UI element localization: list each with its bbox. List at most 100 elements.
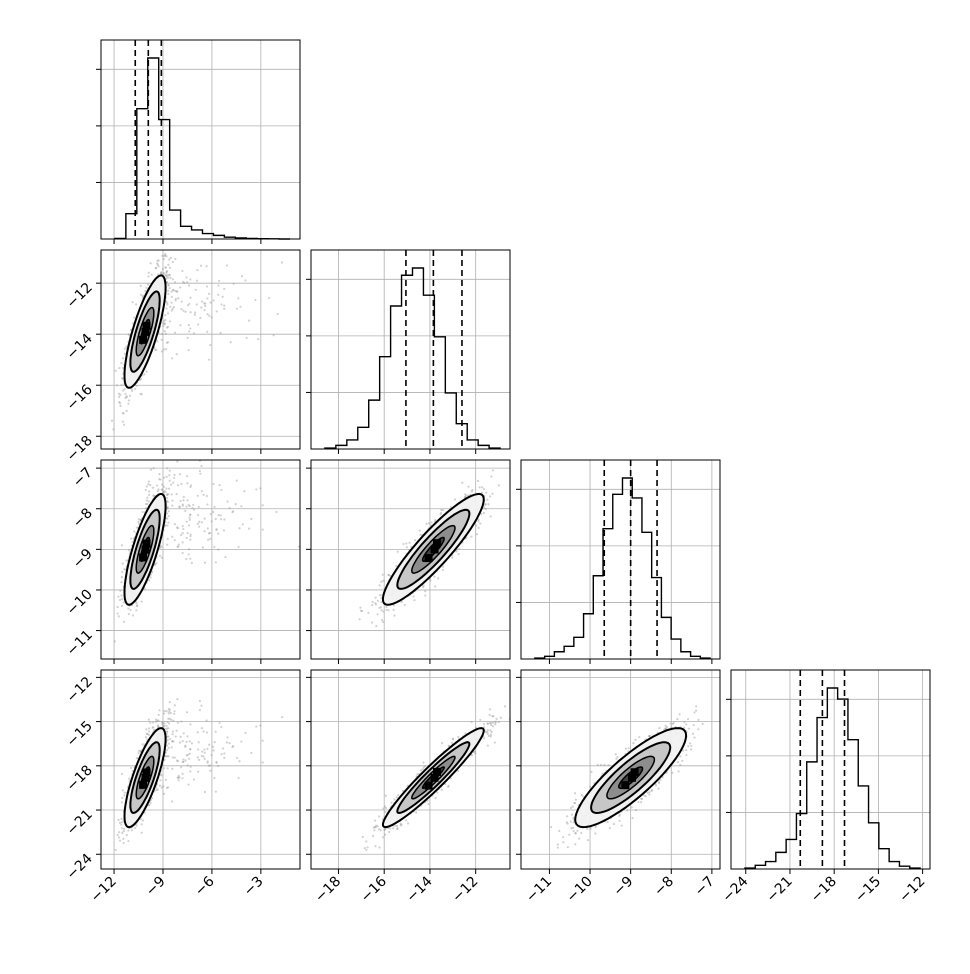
scatter-point [156,484,158,486]
scatter-point [218,514,220,516]
scatter-point [159,555,161,557]
scatter-point [117,596,119,598]
scatter-point [116,612,118,614]
scatter-point [518,460,520,462]
scatter-point [189,327,191,329]
scatter-point [207,527,209,529]
scatter-point [197,523,199,525]
scatter-point [158,473,160,475]
scatter-point [121,821,123,823]
scatter-point [433,576,435,578]
scatter-point [169,277,171,279]
density-core-cell [425,554,433,562]
scatter-point [197,731,199,733]
scatter-point [194,311,196,313]
y-tick-label: −9 [70,546,96,572]
scatter-point [303,263,305,265]
scatter-point [454,498,456,500]
scatter-point [156,262,158,264]
scatter-point [130,537,132,539]
scatter-point [477,520,479,522]
scatter-point [161,484,163,486]
y-tick-label: −18 [64,433,96,465]
scatter-point [126,396,128,398]
scatter-point [182,499,184,501]
density-core-cell [142,328,150,336]
scatter-point [127,607,129,609]
scatter-point [359,618,361,620]
scatter-point [250,518,252,520]
scatter-point [189,740,191,742]
scatter-point [216,310,218,312]
histogram-panel-3 [516,460,720,664]
scatter-point [148,730,150,732]
scatter-point [117,819,119,821]
scatter-point [165,348,167,350]
scatter-point [186,499,188,501]
scatter-point [477,480,479,482]
scatter-point [124,393,126,395]
scatter-point [379,594,381,596]
scatter-point [166,476,168,478]
scatter-point [121,797,123,799]
scatter-point [204,309,206,311]
scatter-point [176,460,178,462]
scatter-point [128,549,130,551]
scatter-point [182,541,184,543]
scatter-point [163,323,165,325]
scatter-point [146,733,148,735]
scatter-point [405,542,407,544]
scatter-point [167,522,169,524]
scatter-point [182,310,184,312]
scatter-point [118,367,120,369]
scatter-point [458,548,460,550]
histogram-panel-1 [96,40,300,244]
scatter-point [176,353,178,355]
scatter-point [217,765,219,767]
scatter-point [204,517,206,519]
scatter-point [442,509,444,511]
panel-background [311,250,510,449]
scatter-point [115,370,117,372]
scatter-point [148,481,150,483]
scatter-point [189,278,191,280]
scatter-point [166,500,168,502]
scatter-point [382,621,384,623]
scatter-point [198,741,200,743]
scatter-point [197,495,199,497]
scatter-point [387,574,389,576]
scatter-point [277,313,279,315]
scatter-point [213,546,215,548]
scatter-point [211,520,213,522]
scatter-point [197,756,199,758]
scatter-point [172,308,174,310]
scatter-point [158,478,160,480]
scatter-point [485,491,487,493]
scatter-point [174,539,176,541]
histogram-panel-4: −24−21−18−15−12 [719,670,930,906]
scatter-point [404,604,406,606]
scatter-point [371,621,373,623]
scatter-point [198,521,200,523]
scatter-point [187,783,189,785]
scatter-point [196,303,198,305]
scatter-point [168,274,170,276]
scatter-point [424,594,426,596]
scatter-point [144,290,146,292]
scatter-point [167,284,169,286]
scatter-point [168,515,170,517]
scatter-point [183,496,185,498]
scatter-point [188,548,190,550]
scatter-point [201,240,203,242]
scatter-point [196,280,198,282]
scatter-point [222,296,224,298]
scatter-point [189,558,191,560]
scatter-point [189,723,191,725]
scatter-point [208,315,210,317]
scatter-point [268,297,270,299]
scatter-point [186,482,188,484]
scatter-point [167,293,169,295]
scatter-point [167,312,169,314]
scatter-point [187,532,189,534]
scatter-point [171,505,173,507]
